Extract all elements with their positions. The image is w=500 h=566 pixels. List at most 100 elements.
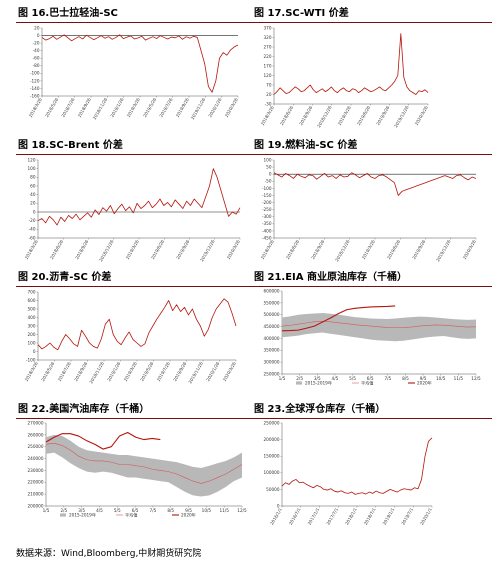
y-tick-label: -40 [33, 48, 40, 53]
x-tick-label: 2018/9/26 [73, 361, 88, 382]
x-tick-label: 10/5 [202, 508, 212, 513]
y-tick-label: 0 [269, 172, 272, 177]
x-tick-label: 2018/5/26 [40, 361, 55, 382]
x-tick-label: 1/5 [43, 508, 50, 513]
x-tick-label: 2020/3/26 [222, 361, 237, 382]
y-tick-label: 600000 [264, 288, 280, 293]
x-tick-label: 2018/6/26 [285, 239, 300, 260]
x-tick-label: 2019/6/26 [386, 239, 401, 260]
y-tick-label: -300 [262, 214, 272, 219]
x-tick-label: 5/5 [114, 508, 121, 513]
x-tick-label: 2019/3/26 [337, 105, 352, 126]
y-tick-label: 220000 [28, 480, 44, 485]
y-tick-label: 100 [264, 157, 272, 162]
x-tick-label: 2019/3/26 [126, 97, 141, 118]
title-rule [252, 22, 492, 23]
y-tick-label: 500 [28, 306, 36, 311]
y-tick-label: 230000 [28, 468, 44, 473]
legend-swatch-band [60, 513, 66, 517]
y-tick-label: 250000 [264, 420, 280, 425]
x-tick-label: 2018/7/26 [57, 361, 72, 382]
x-tick-label: 2019/3/26 [123, 361, 138, 382]
x-tick-label: 2019/7/26 [158, 97, 173, 118]
panel-global-floating-storage: 图 23.全球浮仓库存（千桶） 250000 200000 150000 100000… [252, 402, 492, 537]
legend-label: 2020年 [417, 380, 432, 387]
x-tick-label: 2018/3/26 [260, 239, 275, 260]
x-tick-label: 11/5 [219, 508, 229, 513]
title-rule [252, 286, 492, 287]
y-tick-label: 400000 [264, 336, 280, 341]
legend-label: 2020年 [181, 512, 196, 519]
series-line-0 [37, 168, 241, 226]
y-tick-label: 20 [30, 201, 36, 206]
y-tick-label: 0 [33, 349, 36, 354]
x-tick-label: 6/5 [132, 508, 139, 513]
chart-title: 图 19.燃料油-SC 价差 [254, 140, 358, 151]
chart-fuel-oil-sc-spread: 100 50 0 -50 -100 -150 -200 -250 -300 -350 -400 -45… [260, 157, 477, 262]
legend-swatch-band [296, 381, 302, 385]
y-tick-label: 50000 [266, 487, 280, 492]
chart-title: 图 20.沥青-SC 价差 [18, 272, 112, 283]
y-tick-label: -120 [30, 78, 40, 83]
x-tick-label: 2019/3/26 [125, 239, 140, 260]
legend: 2015-2019年 平均值 2020年 [60, 512, 196, 519]
x-tick-label: 7/5 [384, 376, 391, 381]
chart-us-gasoline-inventory: 270000 260000 250000 240000 230000 220000 2100… [28, 420, 248, 519]
y-tick-label: -60 [33, 56, 40, 61]
series-line-0 [273, 172, 477, 196]
range-band-2015-2019 [282, 313, 476, 342]
y-tick-label: 240000 [28, 456, 44, 461]
y-tick-label: -20 [29, 218, 36, 223]
x-tick-label: 2019/5/26 [139, 361, 154, 382]
x-tick-label: 8/5 [167, 508, 174, 513]
x-tick-label: 2019/9/26 [175, 239, 190, 260]
y-tick-label: 20 [34, 25, 40, 30]
x-tick-label: 2020/3/26 [224, 97, 239, 118]
range-band-2015-2019 [46, 434, 242, 497]
x-tick-label: 9/5 [185, 508, 192, 513]
series-line-0 [281, 321, 477, 329]
chart-eia-crude-inventory: 600000 550000 500000 450000 400000 350000 3000… [264, 288, 482, 387]
x-tick-label: 2019/6/26 [150, 239, 165, 260]
x-tick-label: 2016/1/1 [269, 507, 283, 526]
x-tick-label: 2017/7/1 [325, 507, 339, 526]
x-tick-label: 2020/3/26 [462, 239, 477, 260]
x-tick-label: 2017/1/1 [307, 507, 321, 526]
plot-area: 100 50 0 -50 -100 -150 -200 -250 -300 -350 -400 -45… [260, 157, 477, 262]
y-tick-label: -100 [30, 71, 40, 76]
y-tick-label: -200 [262, 200, 272, 205]
y-tick-label: 200000 [264, 437, 280, 442]
panel-sc-wti-spread: 图 17.SC-WTI 价差 370 320 270 220 170 120 70 20 -30… [252, 6, 492, 141]
x-tick-label: 2020/1/26 [205, 361, 220, 382]
series-line-0 [41, 34, 239, 93]
x-tick-label: 2019/12/26 [199, 239, 216, 263]
y-tick-label: -100 [26, 357, 36, 362]
y-tick-label: 500000 [264, 312, 280, 317]
y-tick-label: -20 [33, 41, 40, 46]
y-tick-label: -450 [262, 235, 272, 240]
chart-title: 图 22.美国汽油库存（千桶） [18, 404, 150, 415]
y-tick-label: -350 [262, 221, 272, 226]
x-tick-label: 2018/3/26 [260, 105, 275, 126]
y-tick-label: 220 [264, 54, 272, 59]
x-tick-label: 1/5 [279, 376, 286, 381]
y-tick-label: 400 [28, 315, 36, 320]
y-tick-label: 0 [37, 33, 40, 38]
x-tick-label: 10/5 [436, 376, 446, 381]
y-tick-label: 300 [28, 323, 36, 328]
legend-label: 平均值 [361, 380, 374, 387]
y-tick-label: 120 [28, 157, 36, 162]
y-tick-label: 270 [264, 44, 272, 49]
x-tick-label: 2019/1/26 [109, 97, 124, 118]
x-tick-label: 2018/3/26 [24, 361, 39, 382]
x-tick-label: 2019/1/26 [106, 361, 121, 382]
y-tick-label: 40 [30, 192, 36, 197]
x-tick-label: 12/5 [237, 508, 247, 513]
x-tick-label: 2020/1/26 [207, 97, 222, 118]
